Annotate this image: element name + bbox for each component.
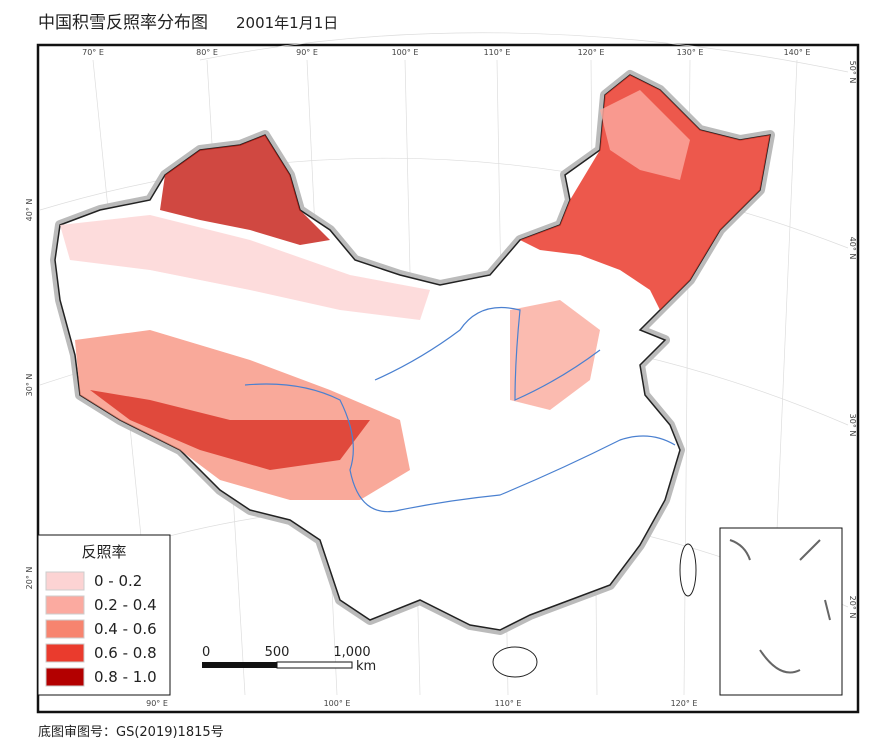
graticule-label: 130° E (677, 48, 704, 57)
scale-bar (202, 661, 353, 669)
graticule-label: 100° E (324, 699, 351, 708)
map-date: 2001年1月1日 (236, 14, 338, 32)
legend-swatch (45, 643, 85, 663)
graticule-label: 40° N (25, 199, 34, 222)
graticule-label: 30° N (25, 374, 34, 397)
graticule-label: 20° N (25, 567, 34, 590)
legend-label: 0.8 - 1.0 (94, 668, 157, 686)
graticule-label: 30° N (848, 414, 857, 437)
graticule-label: 90° E (296, 48, 318, 57)
legend-swatch (45, 619, 85, 639)
snow-north-china (510, 300, 600, 410)
scale-segment (202, 662, 277, 668)
graticule-label: 40° N (848, 237, 857, 260)
legend-swatch (45, 667, 85, 687)
legend-title: 反照率 (81, 543, 126, 561)
graticule-label: 110° E (484, 48, 511, 57)
scale-unit: km (356, 659, 376, 674)
south-china-sea-inset (719, 527, 843, 696)
legend-items: 0 - 0.2 0.2 - 0.4 0.4 - 0.6 0.6 - 0.8 0.8 - … (45, 571, 157, 687)
inset-coast (729, 539, 831, 674)
scale-label: 0 (202, 645, 210, 660)
graticule-label: 120° E (671, 699, 698, 708)
legend-label: 0.4 - 0.6 (94, 620, 157, 638)
graticule-label: 120° E (578, 48, 605, 57)
scale-label: 500 (265, 645, 290, 660)
footer-note: 底图审图号：GS(2019)1815号 (38, 724, 224, 740)
snow-plateau-dark (90, 390, 370, 470)
hainan-island (492, 646, 538, 678)
yangtze-river (244, 383, 676, 513)
graticule-label: 70° E (82, 48, 104, 57)
graticule-labels: 70° E 80° E 90° E 100° E 110° E 120° E 130° E 1… (25, 48, 857, 708)
graticule-label: 50° N (848, 61, 857, 84)
albedo-layer (60, 75, 770, 500)
legend-swatch (45, 571, 85, 591)
graticule-label: 80° E (196, 48, 218, 57)
scale-segment (276, 661, 353, 669)
snow-northeast (520, 75, 770, 310)
taiwan-island (679, 543, 697, 597)
snow-west-light (60, 215, 430, 320)
graticule-label: 20° N (848, 596, 857, 619)
legend-label: 0.6 - 0.8 (94, 644, 157, 662)
graticule-label: 100° E (392, 48, 419, 57)
legend-swatch (45, 595, 85, 615)
legend-label: 0.2 - 0.4 (94, 596, 157, 614)
scale-label: 1,000 (333, 645, 370, 660)
map-title: 中国积雪反照率分布图 (38, 13, 208, 33)
legend-label: 0 - 0.2 (94, 572, 142, 590)
yellow-river (374, 306, 601, 401)
snow-northwest (160, 135, 330, 245)
graticule-label: 140° E (784, 48, 811, 57)
snow-northeast-light (600, 90, 690, 180)
graticule-label: 90° E (146, 699, 168, 708)
graticule-label: 110° E (495, 699, 522, 708)
